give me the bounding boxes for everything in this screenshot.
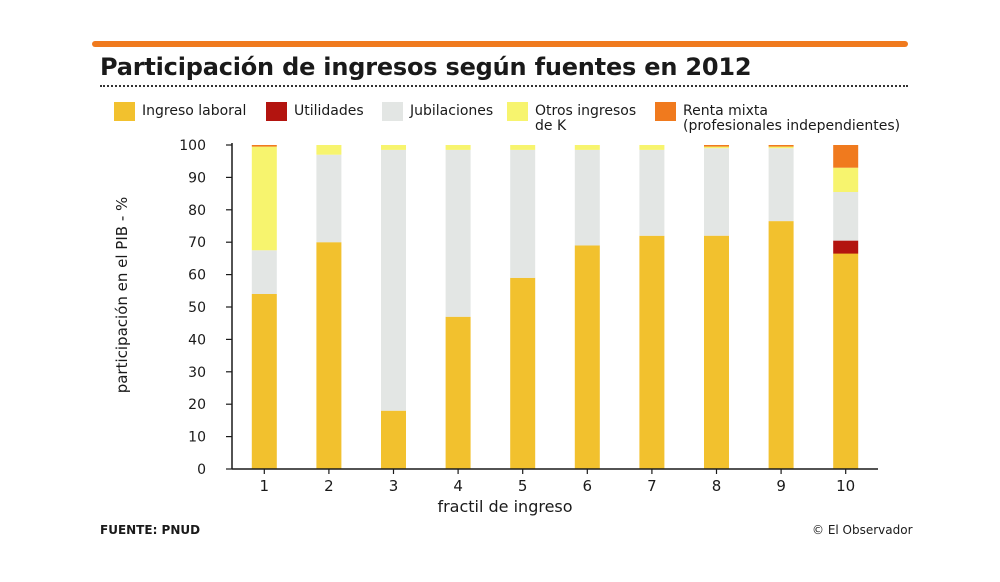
legend-label-otros-ingresos: Otros ingresos de K — [535, 103, 637, 134]
bar-segment-jubilaciones-fractil-7 — [639, 149, 665, 236]
legend-label-ingreso-laboral: Ingreso laboral — [142, 103, 247, 119]
legend-swatch-otros-ingresos — [507, 102, 528, 121]
x-tick-label: 5 — [518, 477, 528, 495]
chart-title: Participación de ingresos según fuentes … — [100, 53, 752, 81]
legend-swatch-renta-mixta — [655, 102, 676, 121]
bar-segment-ingreso-laboral-fractil-7 — [639, 235, 665, 469]
bar-segment-otros-ingresos-fractil-2 — [316, 145, 342, 155]
y-axis-title: participación en el PIB - % — [113, 197, 131, 394]
bar-segment-jubilaciones-fractil-1 — [251, 250, 277, 294]
bar-segment-jubilaciones-fractil-9 — [768, 148, 794, 222]
x-tick-label: 7 — [647, 477, 657, 495]
y-tick-label: 30 — [188, 365, 206, 381]
bar-segment-jubilaciones-fractil-6 — [574, 149, 600, 246]
x-tick-label: 10 — [836, 477, 855, 495]
legend-item-jubilaciones: Jubilaciones — [382, 102, 493, 121]
x-tick-label: 4 — [453, 477, 463, 495]
legend-swatch-ingreso-laboral — [114, 102, 135, 121]
bar-segment-otros-ingresos-fractil-6 — [574, 145, 600, 150]
y-tick-label: 0 — [197, 462, 206, 478]
bar-segment-ingreso-laboral-fractil-1 — [251, 294, 277, 469]
y-tick-label: 70 — [188, 235, 206, 251]
title-divider — [100, 85, 908, 87]
bar-segment-ingreso-laboral-fractil-6 — [574, 245, 600, 469]
y-tick-label: 50 — [188, 300, 206, 316]
bar-segment-jubilaciones-fractil-3 — [381, 149, 406, 411]
top-accent-rule — [92, 41, 908, 47]
x-axis-title: fractil de ingreso — [437, 497, 572, 516]
bar-segment-otros-ingresos-fractil-5 — [510, 145, 536, 150]
bar-segment-otros-ingresos-fractil-7 — [639, 145, 665, 150]
legend-item-renta-mixta: Renta mixta (profesionales independiente… — [655, 102, 900, 134]
bar-segment-otros-ingresos-fractil-8 — [704, 146, 729, 149]
x-tick-label: 3 — [389, 477, 399, 495]
legend-label-jubilaciones: Jubilaciones — [410, 103, 494, 119]
bar-segment-ingreso-laboral-fractil-5 — [510, 277, 536, 469]
bar-segment-jubilaciones-fractil-2 — [316, 154, 342, 243]
y-tick-label: 20 — [188, 397, 206, 413]
bars-layer — [251, 145, 859, 469]
bar-segment-jubilaciones-fractil-8 — [704, 148, 729, 236]
legend-item-ingreso-laboral: Ingreso laboral — [114, 102, 246, 121]
x-tick-label: 1 — [260, 477, 270, 495]
x-tick-label: 6 — [583, 477, 593, 495]
x-tick-label: 8 — [712, 477, 722, 495]
legend-swatch-jubilaciones — [382, 102, 403, 121]
y-tick-label: 90 — [188, 170, 206, 186]
y-tick-label: 10 — [188, 430, 206, 446]
bar-segment-jubilaciones-fractil-5 — [510, 149, 536, 278]
bar-segment-otros-ingresos-fractil-1 — [251, 146, 277, 251]
bar-segment-jubilaciones-fractil-10 — [833, 192, 859, 241]
legend-item-otros-ingresos: Otros ingresos de K — [507, 102, 636, 134]
bar-segment-renta-mixta-fractil-8 — [704, 145, 729, 147]
legend: Ingreso laboral Utilidades Jubilaciones … — [0, 0, 1000, 140]
legend-swatch-utilidades — [266, 102, 287, 121]
credit-note: © El Observador — [812, 523, 913, 537]
bar-segment-utilidades-fractil-10 — [833, 240, 859, 254]
bar-segment-ingreso-laboral-fractil-10 — [833, 253, 859, 469]
y-tick-label: 60 — [188, 268, 206, 284]
bar-segment-renta-mixta-fractil-9 — [768, 145, 794, 147]
source-note: FUENTE: PNUD — [100, 523, 201, 537]
bar-segment-otros-ingresos-fractil-4 — [445, 145, 471, 150]
y-tick-label: 80 — [188, 203, 206, 219]
legend-label-renta-mixta: Renta mixta (profesionales independiente… — [683, 103, 901, 134]
bar-segment-renta-mixta-fractil-10 — [833, 145, 859, 168]
bar-segment-ingreso-laboral-fractil-2 — [316, 242, 342, 469]
legend-item-utilidades: Utilidades — [266, 102, 364, 121]
bar-segment-ingreso-laboral-fractil-4 — [445, 316, 471, 469]
y-tick-label: 40 — [188, 332, 206, 348]
bar-segment-ingreso-laboral-fractil-8 — [704, 235, 729, 469]
x-tick-label: 2 — [324, 477, 334, 495]
bar-segment-ingreso-laboral-fractil-3 — [381, 410, 406, 469]
legend-label-utilidades: Utilidades — [294, 103, 364, 119]
x-tick-label: 9 — [776, 477, 786, 495]
bar-segment-renta-mixta-fractil-1 — [251, 145, 277, 147]
y-tick-label: 100 — [179, 138, 206, 154]
bar-segment-otros-ingresos-fractil-10 — [833, 167, 859, 192]
bar-segment-ingreso-laboral-fractil-9 — [768, 221, 794, 469]
bar-segment-jubilaciones-fractil-4 — [445, 149, 471, 317]
bar-segment-otros-ingresos-fractil-9 — [768, 146, 794, 149]
bar-segment-otros-ingresos-fractil-3 — [381, 145, 406, 150]
